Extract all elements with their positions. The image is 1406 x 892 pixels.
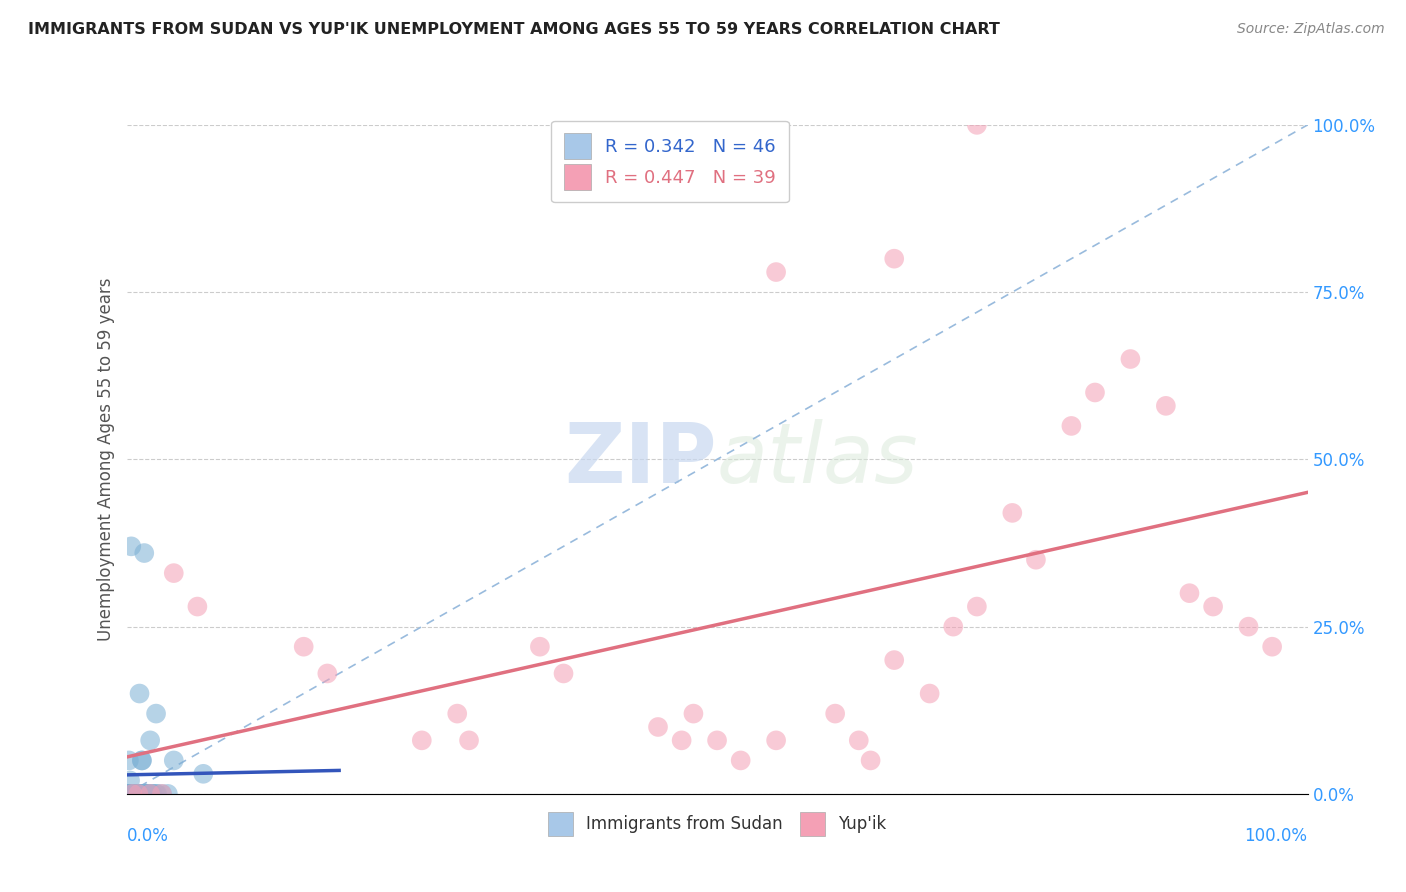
Point xyxy=(120,787,142,801)
Point xyxy=(124,787,146,801)
Point xyxy=(124,787,146,801)
Point xyxy=(163,753,186,767)
Point xyxy=(128,687,150,701)
Point xyxy=(127,787,149,801)
Point xyxy=(125,787,148,801)
Point xyxy=(1060,418,1083,433)
Point xyxy=(120,773,142,788)
Point xyxy=(682,706,704,721)
Point xyxy=(411,733,433,747)
Point xyxy=(883,252,905,266)
Point xyxy=(193,766,215,781)
Point xyxy=(966,118,988,132)
Point xyxy=(136,787,159,801)
Point xyxy=(141,787,163,801)
Point xyxy=(1237,619,1260,633)
Point xyxy=(671,733,693,747)
Point xyxy=(136,787,159,801)
Point xyxy=(120,787,142,801)
Text: ZIP: ZIP xyxy=(565,419,717,500)
Point xyxy=(765,733,787,747)
Point xyxy=(121,787,143,801)
Point xyxy=(120,787,142,801)
Point xyxy=(120,787,142,801)
Point xyxy=(824,706,846,721)
Point xyxy=(121,787,143,801)
Point xyxy=(118,787,141,801)
Point xyxy=(131,787,153,801)
Point xyxy=(134,787,156,801)
Point xyxy=(134,787,156,801)
Point xyxy=(117,787,139,801)
Point xyxy=(139,787,162,801)
Point xyxy=(1119,351,1142,366)
Legend: Immigrants from Sudan, Yup'ik: Immigrants from Sudan, Yup'ik xyxy=(538,802,896,846)
Text: atlas: atlas xyxy=(717,419,918,500)
Point xyxy=(139,733,162,747)
Point xyxy=(1261,640,1284,654)
Point xyxy=(122,787,145,801)
Point xyxy=(118,753,141,767)
Point xyxy=(765,265,787,279)
Point xyxy=(1025,552,1047,567)
Point xyxy=(706,733,728,747)
Point xyxy=(131,753,153,767)
Point xyxy=(1202,599,1225,614)
Point xyxy=(127,787,149,801)
Point xyxy=(529,640,551,654)
Point xyxy=(446,706,468,721)
Point xyxy=(163,566,186,581)
Point xyxy=(134,787,156,801)
Point xyxy=(859,753,882,767)
Point xyxy=(848,733,870,747)
Point xyxy=(127,787,149,801)
Point xyxy=(121,787,143,801)
Point xyxy=(134,546,156,560)
Text: 100.0%: 100.0% xyxy=(1244,828,1308,846)
Point xyxy=(139,787,162,801)
Point xyxy=(553,666,575,681)
Point xyxy=(918,687,941,701)
Text: IMMIGRANTS FROM SUDAN VS YUP'IK UNEMPLOYMENT AMONG AGES 55 TO 59 YEARS CORRELATI: IMMIGRANTS FROM SUDAN VS YUP'IK UNEMPLOY… xyxy=(28,22,1000,37)
Point xyxy=(1178,586,1201,600)
Point xyxy=(125,787,148,801)
Point xyxy=(145,706,167,721)
Point xyxy=(128,787,150,801)
Point xyxy=(1084,385,1107,400)
Point xyxy=(316,666,339,681)
Point xyxy=(730,753,752,767)
Point xyxy=(141,787,163,801)
Point xyxy=(1154,399,1177,413)
Point xyxy=(150,787,173,801)
Point xyxy=(883,653,905,667)
Point xyxy=(150,787,173,801)
Point xyxy=(127,787,149,801)
Point xyxy=(129,787,152,801)
Point xyxy=(186,599,208,614)
Point xyxy=(118,787,141,801)
Point xyxy=(647,720,669,734)
Point xyxy=(131,753,153,767)
Point xyxy=(292,640,315,654)
Point xyxy=(146,787,169,801)
Point xyxy=(942,619,965,633)
Text: Source: ZipAtlas.com: Source: ZipAtlas.com xyxy=(1237,22,1385,37)
Point xyxy=(156,787,179,801)
Y-axis label: Unemployment Among Ages 55 to 59 years: Unemployment Among Ages 55 to 59 years xyxy=(97,277,115,641)
Point xyxy=(1001,506,1024,520)
Point xyxy=(145,787,167,801)
Point xyxy=(122,787,145,801)
Point xyxy=(966,599,988,614)
Point xyxy=(132,787,155,801)
Point xyxy=(458,733,481,747)
Point xyxy=(120,539,142,553)
Point xyxy=(127,787,149,801)
Text: 0.0%: 0.0% xyxy=(127,828,169,846)
